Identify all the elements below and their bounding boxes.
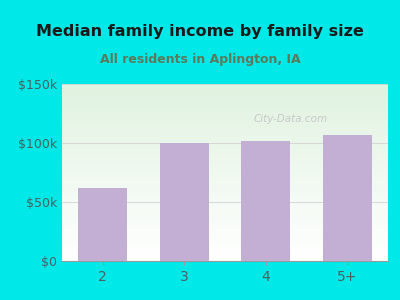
Bar <box>323 135 372 261</box>
Bar <box>78 188 127 261</box>
Text: All residents in Aplington, IA: All residents in Aplington, IA <box>100 53 300 67</box>
Bar <box>160 143 209 261</box>
Text: City-Data.com: City-Data.com <box>253 114 327 124</box>
Text: Median family income by family size: Median family income by family size <box>36 24 364 39</box>
Bar <box>241 141 290 261</box>
